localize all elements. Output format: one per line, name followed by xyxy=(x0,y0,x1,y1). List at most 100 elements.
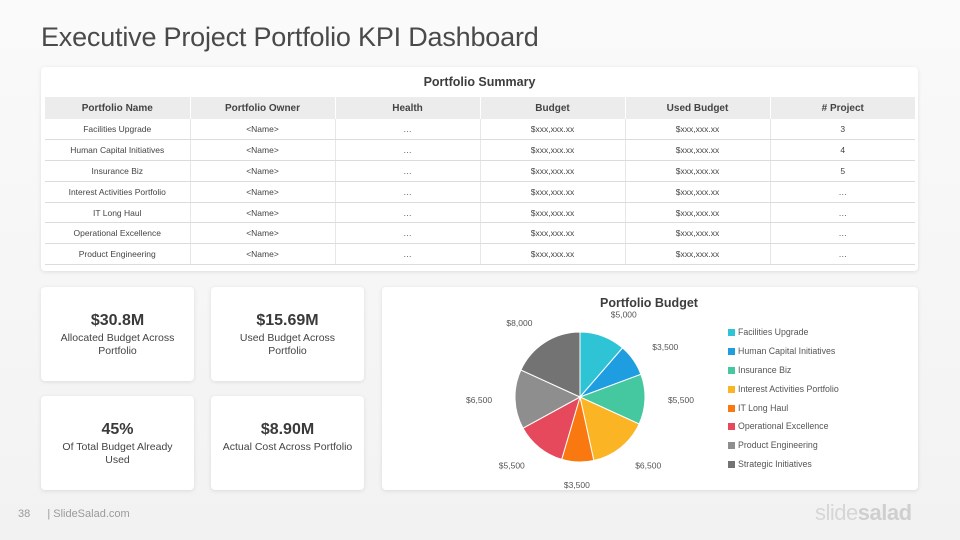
cell-portfolio-owner: <Name> xyxy=(190,119,336,141)
pie-data-label: $3,500 xyxy=(652,342,678,352)
legend-item: IT Long Haul xyxy=(728,403,839,422)
legend-label: Interest Activities Portfolio xyxy=(738,383,839,394)
pie-data-label: $6,500 xyxy=(635,461,661,471)
table-header-row: Portfolio Name Portfolio Owner Health Bu… xyxy=(45,97,915,119)
cell-budget: $xxx,xxx.xx xyxy=(480,181,626,203)
cell-used-budget: $xxx,xxx.xx xyxy=(625,119,771,141)
pie-legend: Facilities Upgrade Human Capital Initiati… xyxy=(728,327,839,478)
cell-portfolio-owner: <Name> xyxy=(190,243,336,266)
cell-used-budget: $xxx,xxx.xx xyxy=(625,160,771,182)
kpi-card-used-budget: $15.69M Used Budget Across Portfolio xyxy=(211,287,364,381)
legend-item: Product Engineering xyxy=(728,440,839,459)
cell-portfolio-owner: <Name> xyxy=(190,202,336,224)
cell-project-count: … xyxy=(770,202,915,224)
cell-health: … xyxy=(335,160,481,182)
legend-item: Interest Activities Portfolio xyxy=(728,384,839,403)
kpi-value: $15.69M xyxy=(256,312,319,329)
footer-text: | SlideSalad.com xyxy=(47,508,130,520)
legend-item: Human Capital Initiatives xyxy=(728,346,839,365)
column-header-health: Health xyxy=(335,97,481,119)
cell-budget: $xxx,xxx.xx xyxy=(480,160,626,182)
cell-portfolio-name: Human Capital Initiatives xyxy=(45,139,191,162)
cell-used-budget: $xxx,xxx.xx xyxy=(625,222,771,245)
kpi-value: $30.8M xyxy=(90,312,145,329)
table-row: Human Capital Initiatives <Name> … $xxx,… xyxy=(45,139,915,162)
legend-swatch xyxy=(728,347,735,355)
legend-label: Product Engineering xyxy=(738,440,818,451)
legend-label: Strategic Initiatives xyxy=(738,459,812,470)
kpi-label: Of Total Budget Already Used xyxy=(62,441,173,466)
legend-item: Facilities Upgrade xyxy=(728,327,839,346)
column-header-portfolio-name: Portfolio Name xyxy=(45,97,191,119)
cell-budget: $xxx,xxx.xx xyxy=(480,243,626,266)
page-title: Executive Project Portfolio KPI Dashboar… xyxy=(41,22,539,52)
cell-project-count: … xyxy=(770,243,915,266)
column-header-portfolio-owner: Portfolio Owner xyxy=(190,97,336,119)
kpi-card-actual-cost: $8.90M Actual Cost Across Portfolio xyxy=(211,396,364,490)
legend-swatch xyxy=(728,461,735,469)
cell-portfolio-name: Interest Activities Portfolio xyxy=(45,181,191,203)
cell-project-count: 5 xyxy=(770,160,915,182)
column-header-used-budget: Used Budget xyxy=(625,97,771,119)
legend-item: Insurance Biz xyxy=(728,365,839,384)
portfolio-summary-card: Portfolio Summary Portfolio Name Portfol… xyxy=(41,67,918,271)
cell-project-count: … xyxy=(770,222,915,245)
cell-portfolio-owner: <Name> xyxy=(190,160,336,182)
portfolio-budget-pie-chart: $5,000 $3,500 $5,500 $6,500 $3,500 $5,500 $6,5… xyxy=(466,310,694,490)
legend-label: Operational Excellence xyxy=(738,421,829,432)
pie-slice-product-engineering xyxy=(514,369,582,429)
legend-label: Facilities Upgrade xyxy=(738,327,809,337)
cell-portfolio-owner: <Name> xyxy=(190,181,336,203)
legend-swatch xyxy=(728,385,735,393)
kpi-label: Actual Cost Across Portfolio xyxy=(222,441,353,453)
cell-portfolio-name: Product Engineering xyxy=(45,243,191,266)
pie-slice-strategic-initiatives xyxy=(520,331,581,398)
cell-health: … xyxy=(335,222,481,245)
pie-data-label: $5,500 xyxy=(668,395,694,405)
cell-health: … xyxy=(335,243,481,266)
cell-portfolio-owner: <Name> xyxy=(190,222,336,245)
table-row: Product Engineering <Name> … $xxx,xxx.xx… xyxy=(45,243,915,266)
footer: 38 | SlideSalad.com xyxy=(18,508,130,520)
cell-health: … xyxy=(335,119,481,141)
table-row: IT Long Haul <Name> … $xxx,xxx.xx $xxx,x… xyxy=(45,202,915,224)
kpi-label: Allocated Budget Across Portfolio xyxy=(60,332,175,357)
logo-text-light: slide xyxy=(815,500,858,525)
table-row: Insurance Biz <Name> … $xxx,xxx.xx $xxx,… xyxy=(45,160,915,182)
logo-text-bold: salad xyxy=(857,500,912,525)
page-number: 38 xyxy=(18,508,31,520)
legend-swatch xyxy=(728,442,735,450)
cell-budget: $xxx,xxx.xx xyxy=(480,202,626,224)
legend-item: Strategic Initiatives xyxy=(728,459,839,478)
cell-budget: $xxx,xxx.xx xyxy=(480,139,626,162)
pie-data-label: $6,500 xyxy=(466,395,492,405)
legend-label: IT Long Haul xyxy=(738,402,789,413)
pie-slice-interest-activities-portfolio xyxy=(579,396,640,462)
portfolio-summary-title: Portfolio Summary xyxy=(423,75,536,89)
cell-portfolio-name: Insurance Biz xyxy=(45,160,191,182)
legend-swatch xyxy=(728,366,735,374)
cell-used-budget: $xxx,xxx.xx xyxy=(625,202,771,224)
kpi-card-budget-used-percent: 45% Of Total Budget Already Used xyxy=(41,396,194,490)
cell-portfolio-name: Operational Excellence xyxy=(45,222,191,245)
legend-label: Human Capital Initiatives xyxy=(738,345,836,356)
table-row: Facilities Upgrade <Name> … $xxx,xxx.xx … xyxy=(45,119,915,141)
cell-used-budget: $xxx,xxx.xx xyxy=(625,181,771,203)
cell-portfolio-name: IT Long Haul xyxy=(45,202,191,224)
kpi-card-allocated-budget: $30.8M Allocated Budget Across Portfolio xyxy=(41,287,194,381)
table-row: Operational Excellence <Name> … $xxx,xxx… xyxy=(45,222,915,245)
column-header-project-count: # Project xyxy=(770,97,915,119)
portfolio-budget-card: Portfolio Budget $5,000 $3,500 $5,500 $6,50… xyxy=(382,287,918,490)
pie-data-label: $8,000 xyxy=(506,318,532,328)
cell-budget: $xxx,xxx.xx xyxy=(480,119,626,141)
cell-health: … xyxy=(335,202,481,224)
cell-project-count: … xyxy=(770,181,915,203)
kpi-value: $8.90M xyxy=(260,421,315,438)
legend-swatch xyxy=(728,404,735,412)
cell-project-count: 4 xyxy=(770,139,915,162)
pie-data-label: $5,500 xyxy=(499,461,525,471)
table-row: Interest Activities Portfolio <Name> … $… xyxy=(45,181,915,203)
cell-health: … xyxy=(335,139,481,162)
cell-used-budget: $xxx,xxx.xx xyxy=(625,243,771,266)
cell-budget: $xxx,xxx.xx xyxy=(480,222,626,245)
